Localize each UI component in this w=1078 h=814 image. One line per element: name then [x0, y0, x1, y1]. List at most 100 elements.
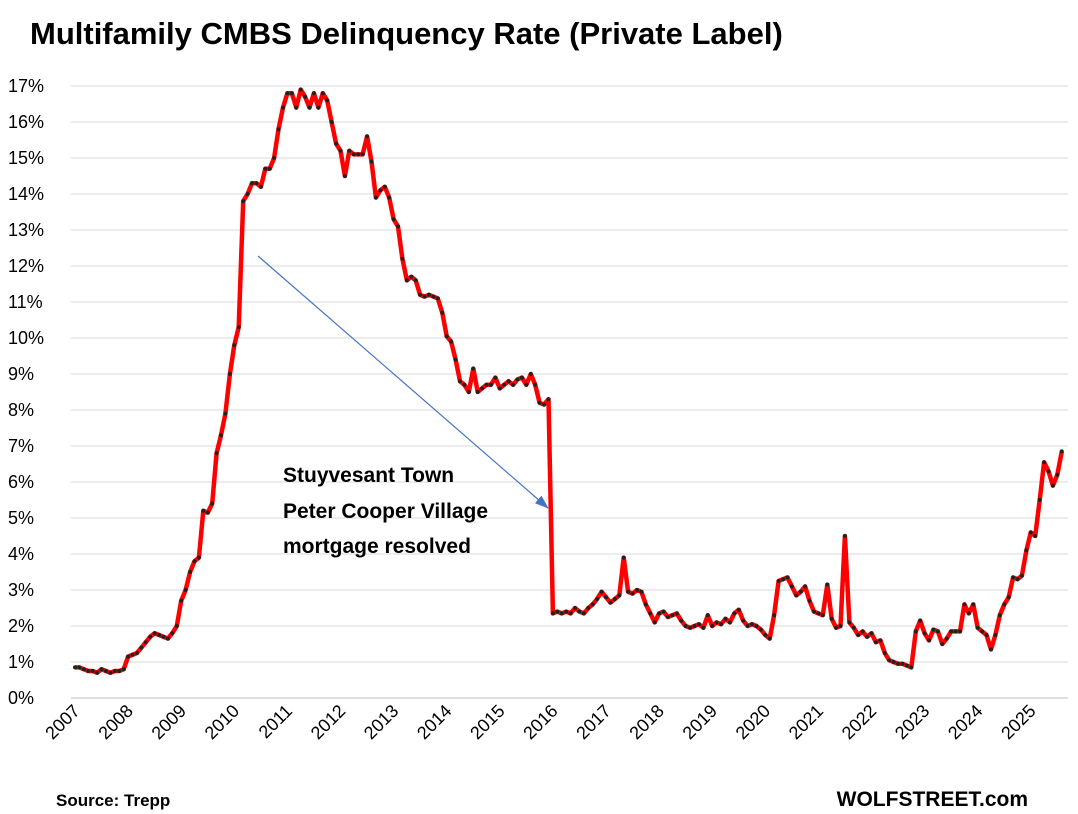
point — [387, 195, 392, 200]
point — [276, 127, 281, 132]
point — [174, 624, 179, 628]
point — [232, 343, 237, 348]
annotation-line: mortgage resolved — [283, 535, 471, 558]
point — [913, 629, 918, 634]
point — [980, 629, 985, 634]
y-tick-label: 9% — [8, 364, 34, 384]
point — [564, 609, 569, 614]
point — [958, 629, 962, 634]
point — [378, 188, 383, 193]
y-tick-label: 16% — [8, 112, 44, 132]
point — [227, 372, 232, 376]
point — [803, 584, 808, 589]
point — [745, 624, 750, 628]
point — [81, 667, 86, 672]
point — [413, 278, 418, 283]
x-tick-label: 2014 — [413, 701, 455, 743]
point — [73, 665, 77, 670]
point — [741, 618, 746, 623]
point — [108, 670, 113, 675]
source: Source: Trepp — [56, 791, 170, 810]
annotation-line: Peter Cooper Village — [283, 500, 488, 523]
point — [559, 611, 564, 616]
point — [86, 669, 91, 673]
point — [546, 397, 551, 402]
point — [130, 652, 135, 657]
credit: WOLFSTREET.com — [837, 788, 1028, 811]
point — [581, 611, 586, 616]
point — [210, 501, 215, 506]
x-tick-label: 2025 — [997, 701, 1039, 743]
point — [1050, 483, 1055, 488]
point — [480, 386, 485, 391]
point — [152, 631, 157, 636]
x-tick-label: 2008 — [94, 701, 136, 743]
point — [241, 199, 246, 204]
series-line — [75, 87, 1065, 676]
point — [205, 510, 210, 515]
y-tick-label: 1% — [8, 652, 34, 672]
x-tick-label: 2007 — [41, 701, 83, 743]
plot — [73, 87, 1065, 676]
point — [103, 669, 108, 673]
point — [126, 654, 131, 659]
point — [493, 375, 498, 380]
point — [214, 451, 219, 456]
y-tick-label: 3% — [8, 580, 34, 600]
point — [1055, 472, 1060, 477]
point — [471, 366, 476, 371]
point — [99, 667, 104, 672]
point — [453, 357, 458, 362]
point — [595, 597, 600, 601]
point — [462, 382, 467, 387]
point — [931, 627, 936, 632]
point — [993, 633, 998, 637]
point — [165, 636, 170, 641]
point — [369, 159, 374, 164]
point — [289, 91, 294, 96]
point — [396, 224, 401, 229]
point — [670, 613, 675, 618]
point — [975, 625, 980, 630]
point — [351, 152, 356, 157]
point — [356, 152, 361, 157]
point — [139, 645, 144, 650]
point — [696, 622, 701, 627]
point — [705, 613, 710, 618]
point — [825, 582, 830, 587]
point — [329, 120, 334, 124]
point — [643, 602, 648, 607]
point — [652, 620, 657, 625]
point — [1011, 575, 1016, 580]
point — [444, 334, 449, 339]
point — [922, 631, 927, 636]
point — [634, 588, 639, 592]
point — [927, 638, 932, 643]
point — [688, 625, 693, 630]
point — [533, 382, 538, 387]
point — [834, 625, 839, 630]
point — [763, 633, 768, 637]
point — [900, 661, 905, 666]
point — [298, 87, 303, 92]
x-tick-label: 2019 — [679, 701, 721, 743]
point — [1002, 602, 1007, 607]
y-tick-label: 15% — [8, 148, 44, 168]
point — [157, 633, 162, 637]
point — [617, 593, 622, 598]
point — [1015, 577, 1020, 582]
point — [758, 627, 763, 632]
point — [679, 618, 684, 623]
x-tick-label: 2015 — [466, 701, 508, 743]
point — [511, 382, 516, 387]
point — [754, 624, 759, 628]
point — [904, 663, 909, 668]
point — [192, 559, 197, 564]
point — [373, 195, 378, 200]
y-tick-label: 12% — [8, 256, 44, 276]
point — [604, 595, 608, 600]
x-tick-label: 2018 — [625, 701, 667, 743]
point — [250, 181, 254, 186]
point — [661, 609, 666, 614]
point — [294, 105, 299, 110]
